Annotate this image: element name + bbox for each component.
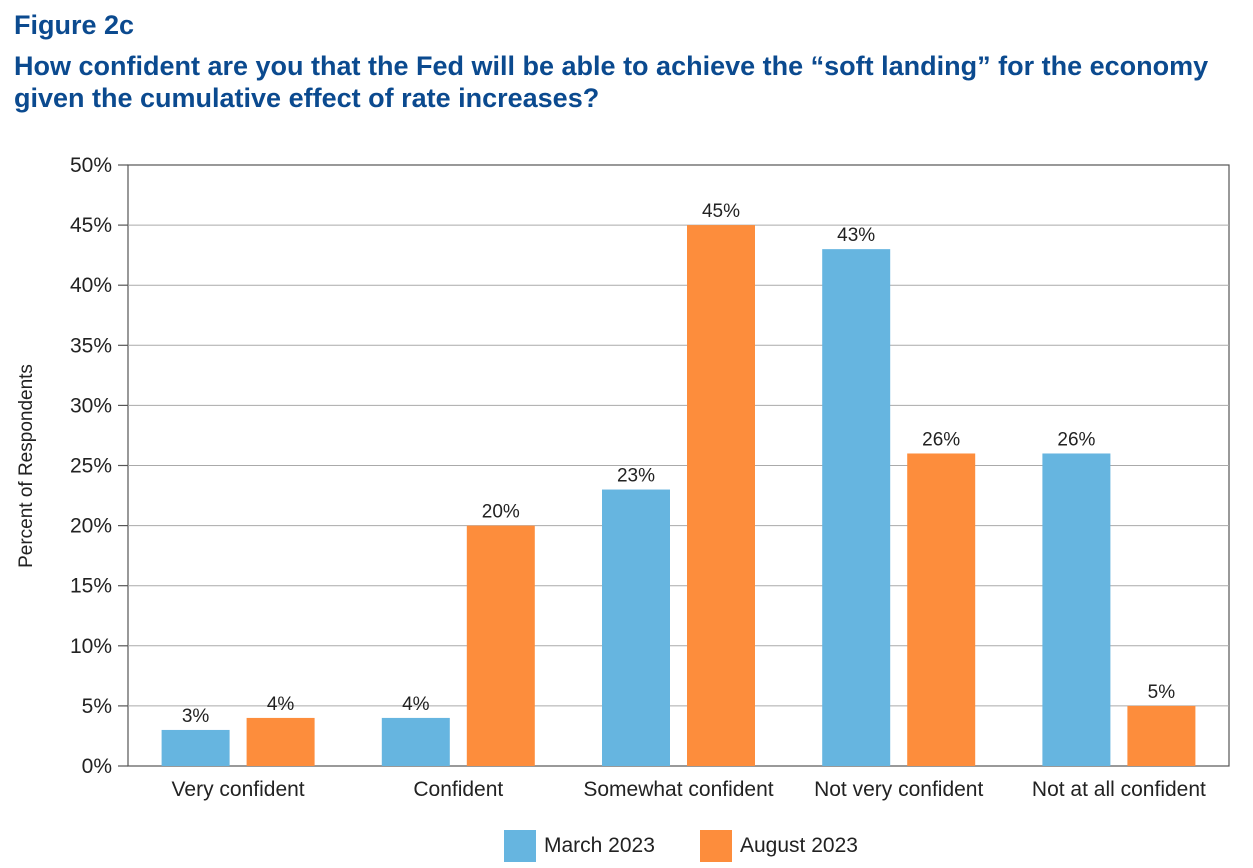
data-label: 43%: [837, 225, 875, 246]
data-label: 4%: [402, 694, 430, 715]
y-axis-ticks: 0% 5% 10% 15% 20% 25% 30% 35% 40% 45% 50%: [70, 154, 128, 778]
data-label: 5%: [1148, 682, 1176, 703]
legend-swatch: [700, 830, 732, 862]
bar: [381, 717, 450, 766]
bar: [1127, 705, 1196, 766]
y-tick-label: 20%: [70, 515, 112, 538]
y-tick-label: 0%: [82, 755, 112, 778]
data-labels: 3% 4% 4% 20% 23% 45% 43% 26% 26% 5%: [182, 201, 1175, 727]
bar: [602, 489, 670, 766]
data-label: 26%: [1057, 429, 1095, 450]
y-tick-label: 35%: [70, 334, 112, 357]
y-tick-label: 25%: [70, 455, 112, 478]
bar-chart: 3% 4% 4% 20% 23% 45% 43% 26% 26% 5% 0% 5% 10% 15% 20%…: [16, 154, 1230, 801]
x-tick-label: Not very confident: [814, 778, 983, 801]
y-tick-label: 5%: [82, 695, 112, 718]
data-label: 20%: [482, 502, 520, 523]
bar: [246, 717, 315, 766]
x-axis-ticks: Very confident Confident Somewhat confiden…: [172, 778, 1206, 801]
y-tick-label: 10%: [70, 635, 112, 658]
data-label: 45%: [702, 201, 740, 222]
y-tick-label: 50%: [70, 154, 112, 177]
y-tick-label: 40%: [70, 274, 112, 297]
y-axis-label: Percent of Respondents: [16, 364, 37, 568]
legend-label: August 2023: [740, 834, 858, 857]
figure-label: Figure 2c: [14, 10, 135, 40]
legend-item-august-2023: August 2023: [700, 828, 858, 864]
bar: [161, 729, 230, 766]
x-tick-label: Confident: [413, 778, 503, 801]
data-label: 4%: [267, 694, 295, 715]
bar: [822, 249, 891, 766]
x-tick-label: Somewhat confident: [583, 778, 773, 801]
chart-title: How confident are you that the Fed will …: [14, 51, 1209, 113]
y-tick-label: 15%: [70, 575, 112, 598]
bar: [466, 525, 535, 766]
y-tick-label: 30%: [70, 394, 112, 417]
x-tick-label: Not at all confident: [1032, 778, 1206, 801]
bar: [1042, 453, 1111, 766]
data-label: 26%: [922, 429, 960, 450]
bars: [161, 225, 1196, 767]
x-tick-label: Very confident: [172, 778, 305, 801]
data-label: 23%: [617, 466, 655, 487]
legend-label: March 2023: [544, 834, 655, 857]
bar: [907, 453, 976, 766]
legend: March 2023 August 2023: [0, 828, 1253, 864]
y-tick-label: 45%: [70, 214, 112, 237]
bar: [687, 225, 755, 767]
data-label: 3%: [182, 706, 210, 727]
legend-item-march-2023: March 2023: [504, 828, 655, 864]
legend-swatch: [504, 830, 536, 862]
